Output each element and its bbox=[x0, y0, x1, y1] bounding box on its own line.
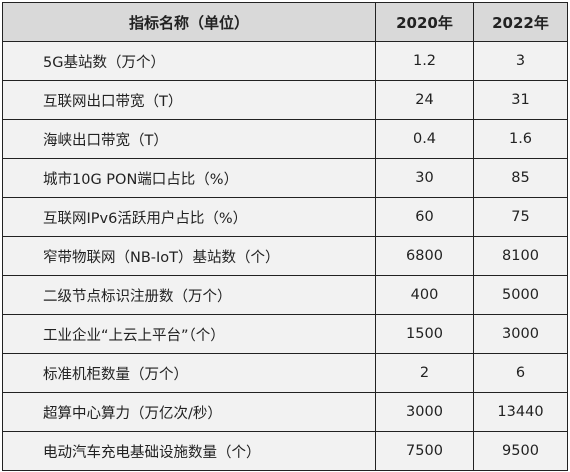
header-year-2020: 2020年 bbox=[375, 2, 474, 42]
table-row: 互联网出口带宽（T） 24 31 bbox=[2, 80, 568, 120]
value-2022-cell: 13440 bbox=[473, 392, 568, 432]
header-year-2022: 2022年 bbox=[473, 2, 568, 42]
value-2022-cell: 6 bbox=[473, 353, 568, 393]
indicator-name-cell: 电动汽车充电基础设施数量（个） bbox=[2, 431, 376, 471]
value-2020-cell: 1.2 bbox=[375, 41, 474, 81]
table-row: 标准机柜数量（万个） 2 6 bbox=[2, 353, 568, 393]
value-2020-cell: 2 bbox=[375, 353, 474, 393]
table-row: 超算中心算力（万亿次/秒） 3000 13440 bbox=[2, 392, 568, 432]
value-2020-cell: 1500 bbox=[375, 314, 474, 354]
value-2020-cell: 3000 bbox=[375, 392, 474, 432]
value-2022-cell: 5000 bbox=[473, 275, 568, 315]
table-header-row: 指标名称（单位） 2020年 2022年 bbox=[2, 2, 568, 42]
value-2020-cell: 60 bbox=[375, 197, 474, 237]
indicator-name-cell: 标准机柜数量（万个） bbox=[2, 353, 376, 393]
value-2020-cell: 30 bbox=[375, 158, 474, 198]
indicator-name-cell: 5G基站数（万个） bbox=[2, 41, 376, 81]
value-2022-cell: 9500 bbox=[473, 431, 568, 471]
value-2020-cell: 24 bbox=[375, 80, 474, 120]
indicator-name-cell: 超算中心算力（万亿次/秒） bbox=[2, 392, 376, 432]
value-2022-cell: 3000 bbox=[473, 314, 568, 354]
value-2020-cell: 7500 bbox=[375, 431, 474, 471]
table-row: 二级节点标识注册数（万个） 400 5000 bbox=[2, 275, 568, 315]
value-2020-cell: 0.4 bbox=[375, 119, 474, 159]
indicator-name-cell: 互联网出口带宽（T） bbox=[2, 80, 376, 120]
header-indicator-name: 指标名称（单位） bbox=[2, 2, 376, 42]
indicator-name-cell: 窄带物联网（NB-IoT）基站数（个） bbox=[2, 236, 376, 276]
table-row: 窄带物联网（NB-IoT）基站数（个） 6800 8100 bbox=[2, 236, 568, 276]
table-row: 5G基站数（万个） 1.2 3 bbox=[2, 41, 568, 81]
indicator-name-cell: 海峡出口带宽（T） bbox=[2, 119, 376, 159]
value-2022-cell: 1.6 bbox=[473, 119, 568, 159]
value-2022-cell: 8100 bbox=[473, 236, 568, 276]
value-2020-cell: 6800 bbox=[375, 236, 474, 276]
table-row: 海峡出口带宽（T） 0.4 1.6 bbox=[2, 119, 568, 159]
indicator-name-cell: 二级节点标识注册数（万个） bbox=[2, 275, 376, 315]
value-2022-cell: 75 bbox=[473, 197, 568, 237]
indicator-name-cell: 互联网IPv6活跃用户占比（%） bbox=[2, 197, 376, 237]
table-row: 互联网IPv6活跃用户占比（%） 60 75 bbox=[2, 197, 568, 237]
value-2022-cell: 3 bbox=[473, 41, 568, 81]
value-2022-cell: 85 bbox=[473, 158, 568, 198]
value-2020-cell: 400 bbox=[375, 275, 474, 315]
indicator-name-cell: 城市10G PON端口占比（%） bbox=[2, 158, 376, 198]
value-2022-cell: 31 bbox=[473, 80, 568, 120]
indicator-name-cell: 工业企业“上云上平台”（个） bbox=[2, 314, 376, 354]
table-row: 工业企业“上云上平台”（个） 1500 3000 bbox=[2, 314, 568, 354]
table-row: 电动汽车充电基础设施数量（个） 7500 9500 bbox=[2, 431, 568, 471]
table-row: 城市10G PON端口占比（%） 30 85 bbox=[2, 158, 568, 198]
